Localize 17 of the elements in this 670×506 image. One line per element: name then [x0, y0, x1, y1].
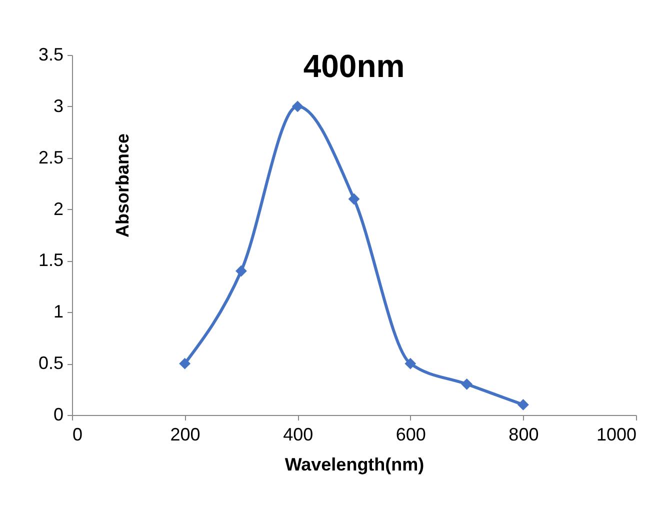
x-tick-label: 800: [508, 424, 539, 444]
x-tick-label: 0: [72, 424, 83, 444]
x-tick-label: 200: [170, 424, 200, 444]
x-tick-label: 600: [396, 424, 426, 444]
y-axis-title: Absorbance: [112, 133, 132, 238]
y-tick-label: 1.5: [38, 250, 64, 270]
y-tick-label: 2.5: [38, 147, 64, 168]
x-tick-label: 400: [283, 424, 314, 444]
x-tick-label: 1000: [596, 424, 636, 444]
y-tick-label: 3.5: [38, 44, 64, 64]
y-tick-label: 1: [53, 302, 64, 322]
chart-title: 400nm: [303, 48, 405, 84]
x-axis-title: Wavelength(nm): [284, 454, 424, 474]
y-tick-label: 2: [53, 198, 64, 219]
y-tick-label: 0.5: [38, 353, 64, 374]
y-tick-label: 0: [53, 404, 64, 424]
y-tick-label: 3: [53, 96, 64, 116]
